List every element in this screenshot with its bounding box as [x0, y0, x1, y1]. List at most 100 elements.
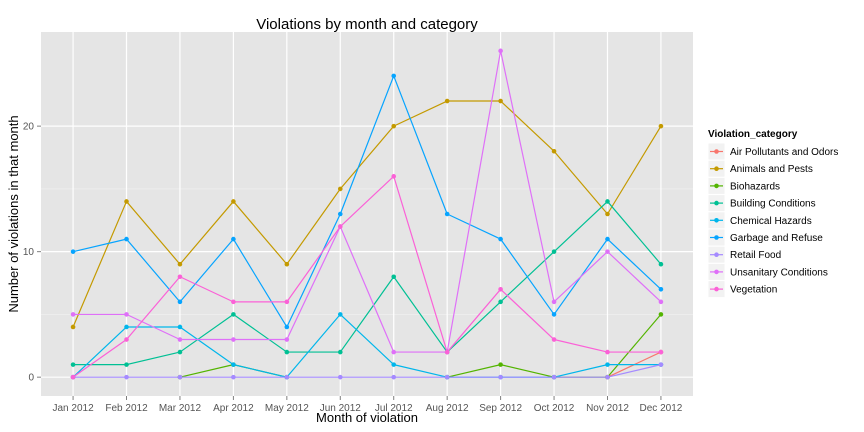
data-point-animals-and-pests [70, 324, 76, 330]
legend-key-point-building-conditions [714, 200, 719, 206]
data-point-garbage-and-refuse [124, 236, 129, 242]
legend-key-point-garbage-and-refuse [714, 235, 719, 240]
data-point-unsanitary-conditions [551, 299, 557, 305]
data-point-building-conditions [498, 299, 503, 305]
data-point-chemical-hazards [605, 362, 610, 367]
y-tick-label: 20 [23, 122, 35, 133]
data-point-garbage-and-refuse [231, 236, 236, 242]
x-tick-label: Oct 2012 [534, 403, 575, 414]
data-point-animals-and-pests [658, 123, 664, 129]
legend-label-retail-food: Retail Food [730, 250, 781, 261]
data-point-animals-and-pests [124, 199, 129, 204]
series-line-retail-food [73, 364, 662, 378]
data-point-vegetation [124, 337, 129, 342]
data-point-retail-food [658, 362, 664, 367]
data-point-retail-food [391, 374, 397, 380]
data-point-animals-and-pests [391, 123, 397, 129]
data-point-garbage-and-refuse [498, 236, 503, 242]
data-point-vegetation [551, 337, 557, 342]
legend-key-point-air-pollutants-and-odors [714, 149, 719, 154]
legend-key-point-biohazards [714, 183, 719, 189]
data-point-animals-and-pests [284, 261, 290, 267]
x-tick-label: Aug 2012 [426, 403, 469, 414]
y-tick-label: 0 [28, 373, 34, 384]
x-tick-label: Dec 2012 [640, 403, 683, 414]
x-tick-label: Feb 2012 [105, 403, 148, 414]
data-point-vegetation [391, 174, 397, 179]
data-point-vegetation [70, 374, 76, 380]
series-line-unsanitary-conditions [73, 50, 662, 353]
data-point-retail-food [231, 374, 236, 380]
data-point-biohazards [658, 312, 664, 317]
data-point-vegetation [658, 349, 664, 355]
x-axis: Jan 2012 Feb 2012 Mar 2012 Apr 2012 May 2012… [52, 396, 683, 414]
data-point-chemical-hazards [231, 362, 236, 367]
data-point-vegetation [605, 349, 610, 355]
data-point-vegetation [444, 349, 450, 355]
data-point-garbage-and-refuse [551, 312, 557, 317]
data-point-animals-and-pests [498, 98, 503, 104]
data-point-garbage-and-refuse [658, 287, 664, 292]
series-line-animals-and-pests [72, 100, 662, 328]
legend-label-vegetation: Vegetation [730, 285, 777, 296]
x-tick-label: Sep 2012 [479, 403, 522, 414]
legend-label-unsanitary-conditions: Unsanitary Conditions [730, 267, 828, 278]
data-point-building-conditions [658, 261, 664, 267]
data-point-animals-and-pests [605, 211, 610, 217]
data-point-garbage-and-refuse [605, 236, 610, 242]
y-axis: 0 10 20 [23, 122, 41, 384]
data-point-retail-food [551, 374, 557, 380]
data-point-unsanitary-conditions [231, 337, 236, 342]
data-point-building-conditions [284, 349, 290, 355]
data-point-animals-and-pests [231, 199, 236, 204]
data-point-unsanitary-conditions [177, 337, 183, 342]
y-axis-title: Number of violations in that month [6, 115, 21, 312]
legend-key-point-unsanitary-conditions [714, 269, 719, 275]
data-point-retail-food [124, 374, 129, 380]
data-point-retail-food [284, 374, 290, 380]
data-point-animals-and-pests [337, 186, 343, 192]
data-point-vegetation [284, 299, 290, 305]
data-point-retail-food [498, 374, 503, 380]
legend-title: Violation_category [708, 129, 798, 140]
data-point-retail-food [605, 374, 610, 380]
data-point-garbage-and-refuse [391, 73, 397, 79]
data-point-animals-and-pests [444, 98, 450, 104]
data-point-chemical-hazards [124, 324, 129, 330]
data-point-building-conditions [605, 199, 610, 204]
data-point-unsanitary-conditions [284, 337, 290, 342]
legend-key-point-animals-and-pests [714, 166, 719, 171]
data-point-building-conditions [124, 362, 129, 367]
x-tick-label: Jun 2012 [320, 403, 362, 414]
data-point-animals-and-pests [177, 261, 183, 267]
x-tick-label: Mar 2012 [159, 403, 202, 414]
legend-label-biohazards: Biohazards [730, 181, 780, 192]
legend-key-point-vegetation [714, 286, 719, 292]
plot-panel [41, 32, 693, 396]
data-point-chemical-hazards [391, 362, 397, 367]
data-point-building-conditions [391, 274, 397, 280]
legend-label-garbage-and-refuse: Garbage and Refuse [730, 233, 823, 244]
series-lines [72, 50, 662, 378]
data-point-vegetation [498, 287, 503, 292]
legend-label-building-conditions: Building Conditions [730, 199, 816, 210]
data-point-unsanitary-conditions [605, 249, 610, 254]
data-point-building-conditions [551, 249, 557, 254]
legend-label-air-pollutants-and-odors: Air Pollutants and Odors [730, 147, 838, 158]
series-line-vegetation [72, 175, 661, 378]
data-point-garbage-and-refuse [177, 299, 183, 305]
data-point-vegetation [337, 224, 343, 229]
data-point-biohazards [498, 362, 503, 367]
data-point-unsanitary-conditions [498, 48, 503, 54]
data-point-chemical-hazards [337, 312, 343, 317]
x-tick-label: May 2012 [265, 403, 309, 414]
series-line-building-conditions [73, 200, 662, 366]
legend-key-point-chemical-hazards [714, 218, 719, 223]
data-point-unsanitary-conditions [70, 312, 76, 317]
x-axis-title: Month of violation [316, 410, 418, 425]
data-point-building-conditions [231, 312, 236, 317]
data-point-garbage-and-refuse [70, 249, 76, 254]
x-tick-label: Jan 2012 [52, 403, 94, 414]
legend-key-point-retail-food [714, 252, 719, 257]
data-point-unsanitary-conditions [124, 312, 129, 317]
